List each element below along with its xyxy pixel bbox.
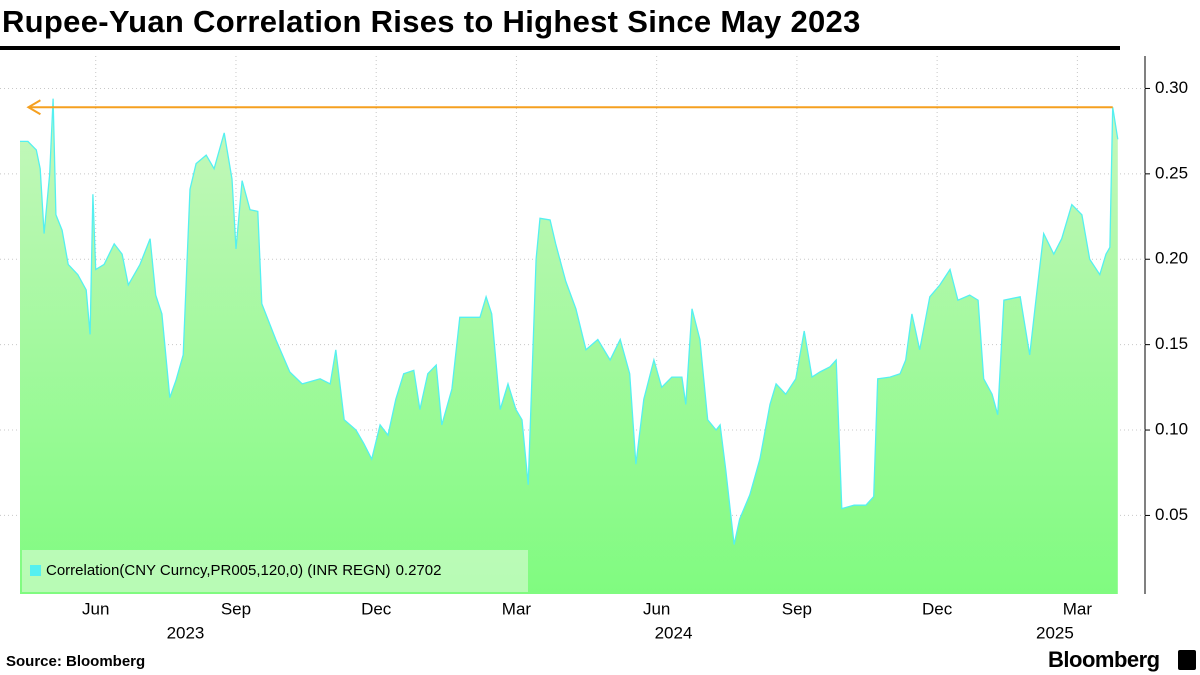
- x-tick-label: Mar: [1063, 599, 1093, 618]
- title-rule: [0, 46, 1120, 50]
- x-tick-label: Sep: [782, 599, 812, 618]
- x-year-label: 2024: [655, 623, 693, 642]
- annotation-arrowhead: [26, 99, 41, 116]
- brand: Bloomberg: [1048, 647, 1160, 672]
- y-tick-label: 0.15: [1155, 334, 1188, 353]
- y-tick-label: 0.30: [1155, 78, 1188, 97]
- legend-name: Correlation(CNY Curncy,PR005,120,0) (INR…: [46, 562, 391, 579]
- legend-swatch: [30, 565, 41, 576]
- x-year-label: 2023: [167, 623, 205, 642]
- x-tick-label: Mar: [502, 599, 532, 618]
- legend-label: Correlation(CNY Curncy,PR005,120,0) (INR…: [46, 562, 441, 579]
- x-tick-label: Sep: [221, 599, 251, 618]
- y-tick-label: 0.25: [1155, 163, 1188, 182]
- legend-box: [22, 550, 528, 592]
- x-tick-label: Dec: [361, 599, 392, 618]
- source: Source: Bloomberg: [6, 653, 145, 670]
- legend-value: 0.2702: [396, 562, 442, 579]
- x-tick-label: Jun: [82, 599, 109, 618]
- area-fill: [20, 98, 1118, 594]
- x-tick-label: Jun: [643, 599, 670, 618]
- y-tick-label: 0.05: [1155, 505, 1188, 524]
- line: [20, 98, 1119, 545]
- chart-title: Rupee-Yuan Correlation Rises to Highest …: [2, 4, 861, 39]
- brand-icon: [1178, 650, 1196, 670]
- x-tick-label: Dec: [922, 599, 953, 618]
- y-tick-label: 0.20: [1155, 249, 1188, 268]
- x-year-label: 2025: [1036, 623, 1074, 642]
- y-tick-label: 0.10: [1155, 420, 1188, 439]
